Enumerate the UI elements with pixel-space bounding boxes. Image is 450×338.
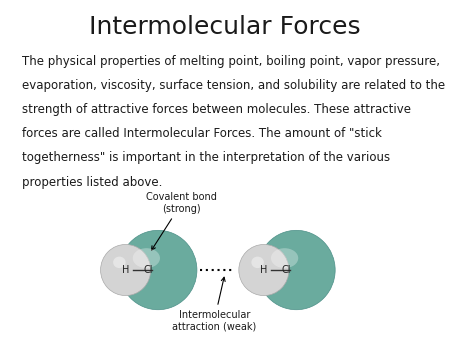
Text: Intermolecular Forces: Intermolecular Forces	[89, 15, 361, 39]
Text: properties listed above.: properties listed above.	[22, 176, 162, 189]
Text: H: H	[260, 265, 268, 275]
Ellipse shape	[252, 257, 264, 268]
Ellipse shape	[133, 248, 160, 268]
Text: forces are called Intermolecular Forces. The amount of "stick: forces are called Intermolecular Forces.…	[22, 127, 382, 140]
Ellipse shape	[257, 230, 335, 310]
Ellipse shape	[119, 230, 197, 310]
Text: Cl: Cl	[282, 265, 291, 275]
Text: H: H	[122, 265, 129, 275]
Ellipse shape	[113, 257, 126, 268]
Text: Cl: Cl	[144, 265, 153, 275]
Text: strength of attractive forces between molecules. These attractive: strength of attractive forces between mo…	[22, 103, 411, 116]
Text: Intermolecular
attraction (weak): Intermolecular attraction (weak)	[172, 277, 256, 331]
Text: evaporation, viscosity, surface tension, and solubility are related to the: evaporation, viscosity, surface tension,…	[22, 79, 445, 92]
Text: togetherness" is important in the interpretation of the various: togetherness" is important in the interp…	[22, 151, 390, 165]
Text: Covalent bond
(strong): Covalent bond (strong)	[146, 192, 217, 250]
Text: The physical properties of melting point, boiling point, vapor pressure,: The physical properties of melting point…	[22, 55, 440, 68]
Ellipse shape	[101, 244, 151, 296]
Ellipse shape	[239, 244, 289, 296]
Ellipse shape	[271, 248, 298, 268]
